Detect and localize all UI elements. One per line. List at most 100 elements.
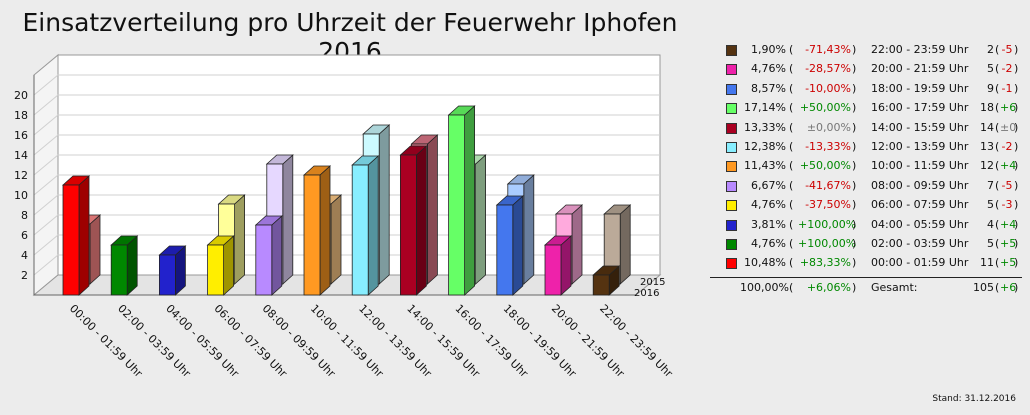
paren-left: (	[789, 217, 794, 231]
bar-2016-side	[560, 235, 572, 296]
paren-right: )	[1014, 120, 1019, 134]
paren-left: (	[995, 101, 1000, 115]
legend-row: 3,81%(+100,00%) 04:00 - 05:59 Uhr 4(+4)	[718, 215, 1018, 234]
legend-swatch	[726, 103, 737, 115]
paren-left: (	[995, 139, 1000, 153]
bar-2016-side	[415, 145, 427, 296]
paren-left: (	[995, 62, 1000, 76]
legend-row: 8,57%(-10,00%) 18:00 - 19:59 Uhr 9(-1)	[718, 79, 1018, 98]
stand-date: Stand: 31.12.2016	[932, 394, 1016, 404]
grid-line	[33, 74, 660, 96]
grid-line	[33, 94, 660, 116]
bar-2016	[110, 244, 128, 296]
bar-2016	[448, 114, 466, 296]
paren-left: (	[995, 43, 1000, 56]
legend-percent: 17,14%	[744, 101, 786, 115]
y-tick-label: 6	[21, 229, 28, 242]
legend-delta: +4	[1000, 159, 1017, 173]
legend-delta: -2	[1001, 139, 1013, 153]
paren-left: (	[995, 159, 1000, 173]
depth-label: 2016	[634, 288, 659, 299]
paren-right: )	[852, 159, 857, 173]
y-tick-label: 8	[21, 209, 28, 222]
paren-right: )	[852, 280, 857, 294]
bar-2015-side	[619, 204, 631, 285]
legend-row: 4,76%(+100,00%) 02:00 - 03:59 Uhr 5(+5)	[718, 234, 1018, 253]
legend-swatch	[726, 161, 737, 173]
legend-row: 4,76%(-28,57%) 20:00 - 21:59 Uhr 5(-2)	[718, 59, 1018, 78]
legend-change: +50,00%	[799, 101, 851, 115]
paren-left: (	[789, 256, 794, 270]
paren-left: (	[995, 178, 1000, 192]
legend-swatch	[726, 141, 737, 153]
bar-2016	[255, 224, 273, 296]
paren-left: (	[789, 81, 794, 95]
legend-percent: 10,48%	[744, 256, 786, 270]
legend-swatch	[726, 83, 737, 95]
legend-change: ±0,00%	[806, 120, 851, 134]
legend-change: -41,67%	[805, 178, 851, 192]
legend-swatch	[726, 219, 737, 231]
paren-right: )	[852, 62, 857, 76]
bar-2016-side	[223, 235, 235, 296]
legend-swatch	[726, 258, 737, 270]
chart-title: Einsatzverteilung pro Uhrzeit der Feuerw…	[22, 8, 678, 66]
paren-right: )	[1014, 81, 1019, 95]
bar-2016-side	[271, 215, 283, 296]
total-delta: +6	[1000, 280, 1017, 294]
y-tick-label: 4	[21, 249, 28, 262]
bar-2016	[496, 204, 514, 296]
total-label: Gesamt:	[871, 280, 918, 294]
total-count: 105	[973, 280, 994, 294]
paren-right: )	[852, 198, 857, 212]
legend-change: +50,00%	[799, 159, 851, 173]
paren-right: )	[1014, 139, 1019, 153]
paren-left: (	[995, 120, 1000, 134]
legend-percent: 4,76%	[751, 236, 786, 250]
legend-range: 08:00 - 09:59 Uhr	[871, 178, 969, 192]
bar-2015-side	[571, 204, 583, 285]
legend-delta: -2	[1001, 62, 1013, 76]
paren-left: (	[995, 236, 1000, 250]
legend-delta: +5	[1000, 236, 1017, 250]
legend-delta: -5	[1001, 43, 1013, 56]
paren-left: (	[789, 120, 794, 134]
legend-count: 5	[987, 62, 994, 76]
legend-range: 16:00 - 17:59 Uhr	[871, 101, 969, 115]
bar-2016-side	[464, 105, 476, 296]
bar-2016	[303, 174, 321, 296]
y-tick-label: 12	[14, 169, 28, 182]
bar-2015-side	[89, 214, 101, 285]
legend-change: -10,00%	[805, 81, 851, 95]
legend-count: 11	[980, 256, 994, 270]
legend-count: 14	[980, 120, 994, 134]
legend-percent: 4,76%	[751, 198, 786, 212]
y-tick-label: 10	[14, 189, 28, 202]
bar-2016	[207, 244, 225, 296]
legend-count: 18	[980, 101, 994, 115]
bar-2016	[62, 184, 80, 296]
legend-swatch	[726, 238, 737, 250]
paren-right: )	[1014, 62, 1019, 76]
legend-count: 4	[987, 217, 994, 231]
legend-count: 5	[987, 236, 994, 250]
total-change: +6,06%	[806, 280, 851, 294]
paren-left: (	[995, 217, 1000, 231]
paren-right: )	[1014, 236, 1019, 250]
legend-total: 100,00% ( +6,06% ) Gesamt: 105 ( +6 )	[710, 276, 1022, 297]
legend-change: +100,00%	[798, 217, 857, 231]
legend-count: 9	[987, 81, 994, 95]
paren-left: (	[789, 101, 794, 115]
legend-percent: 11,43%	[744, 159, 786, 173]
legend-row: 12,38%(-13,33%) 12:00 - 13:59 Uhr 13(-2)	[718, 137, 1018, 156]
legend-range: 22:00 - 23:59 Uhr	[871, 43, 969, 56]
paren-right: )	[1014, 217, 1019, 231]
paren-right: )	[852, 43, 857, 56]
plot-left-wall	[33, 53, 59, 297]
legend-count: 13	[980, 139, 994, 153]
legend-delta: -1	[1001, 81, 1013, 95]
legend-swatch	[726, 122, 737, 134]
paren-right: )	[1014, 159, 1019, 173]
legend-percent: 12,38%	[744, 139, 786, 153]
legend-change: -13,33%	[805, 139, 851, 153]
